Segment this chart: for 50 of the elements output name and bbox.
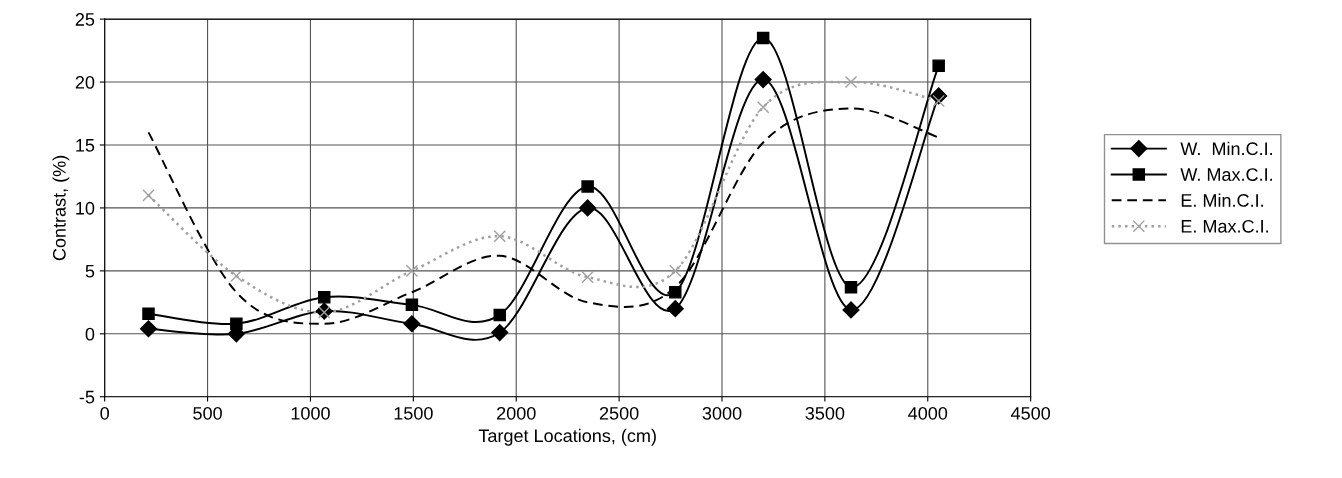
y-tick-label: 5: [85, 264, 95, 278]
point: [842, 301, 860, 319]
point: [317, 291, 331, 304]
point: [932, 94, 945, 108]
point: [844, 75, 858, 89]
point: [405, 264, 419, 278]
point: [581, 180, 594, 193]
x-tick-label: 3500: [805, 406, 845, 420]
point: [756, 31, 770, 45]
point: [230, 269, 243, 283]
y-tick-label: -5: [79, 390, 95, 404]
y-tick-label: 15: [76, 139, 95, 152]
legend-label: E. Min.C.I.: [1181, 193, 1263, 207]
legend-label: W. Min.C.I.: [1180, 141, 1272, 156]
point: [493, 308, 507, 322]
y-tick-label: 20: [75, 75, 95, 89]
x-tick-label: 1000: [291, 406, 330, 420]
y-tick-label: 0: [85, 327, 95, 341]
point: [142, 189, 155, 202]
legend-label: E. Max.C.I.: [1181, 219, 1268, 233]
point: [579, 199, 597, 217]
y-axis-title: Contrast, (%): [52, 155, 70, 261]
y-tick-label: 25: [75, 13, 95, 26]
x-tick-label: 2500: [599, 406, 639, 420]
y-tick-label: 10: [76, 201, 95, 215]
x-tick-label: 2000: [497, 406, 536, 420]
x-tick-label: 4000: [908, 406, 948, 420]
x-tick-label: 1500: [394, 406, 433, 420]
point: [932, 59, 945, 72]
point: [669, 264, 682, 278]
point: [139, 320, 158, 338]
legend-label: W. Max.C.I.: [1180, 168, 1272, 181]
point: [405, 298, 419, 312]
x-tick-label: 500: [193, 406, 222, 420]
point: [754, 70, 772, 89]
x-tick-label: 4500: [1010, 406, 1051, 420]
point: [491, 323, 509, 342]
point: [403, 315, 421, 333]
point: [669, 286, 682, 299]
point: [230, 317, 243, 330]
point: [142, 307, 155, 320]
x-tick-label: 0: [100, 406, 109, 420]
point: [317, 306, 331, 319]
point: [756, 100, 770, 114]
point: [493, 230, 507, 243]
x-tick-label: 3000: [702, 406, 742, 420]
point: [666, 300, 684, 318]
point: [581, 270, 594, 284]
x-axis-title: Target Locations, (cm): [478, 428, 656, 446]
point: [844, 280, 858, 294]
